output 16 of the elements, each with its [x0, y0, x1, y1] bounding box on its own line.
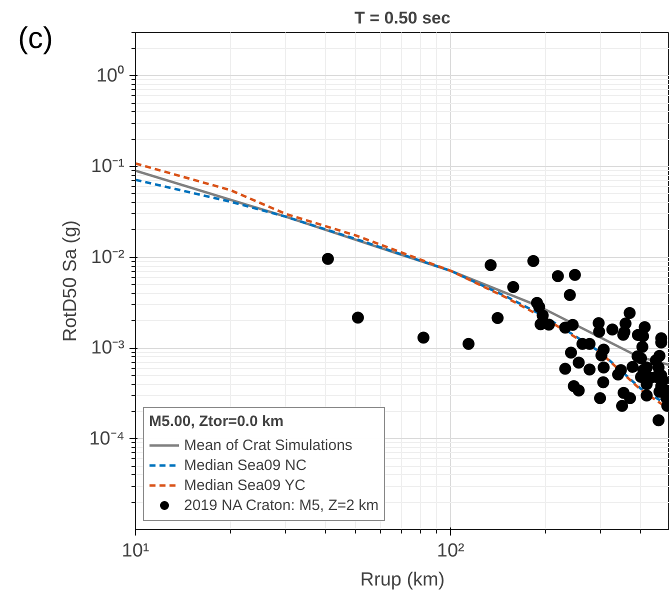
chart-title: T = 0.50 sec	[354, 8, 450, 28]
y-axis-title: RotD50 Sa (g)	[60, 220, 82, 342]
x-axis-title: Rrup (km)	[360, 570, 445, 590]
y-tick-label: 10⁻¹	[91, 156, 125, 178]
legend-label: Median Sea09 NC	[184, 456, 307, 474]
legend-label: 2019 NA Craton: M5, Z=2 km	[184, 496, 379, 514]
x-tick-label: 10¹	[122, 540, 150, 562]
legend-title: M5.00, Ztor=0.0 km	[149, 413, 285, 430]
y-tick-label: 10⁻³	[91, 338, 125, 359]
y-tick-label: 10⁰	[96, 64, 125, 86]
legend-label: Mean of Crat Simulations	[184, 436, 352, 454]
x-tick-label: 10²	[436, 540, 464, 562]
legend-label: Median Sea09 YC	[184, 476, 306, 494]
y-tick-label: 10⁻⁴	[89, 428, 125, 450]
text: (c)	[18, 22, 53, 56]
y-tick-label: 10⁻²	[91, 246, 125, 268]
